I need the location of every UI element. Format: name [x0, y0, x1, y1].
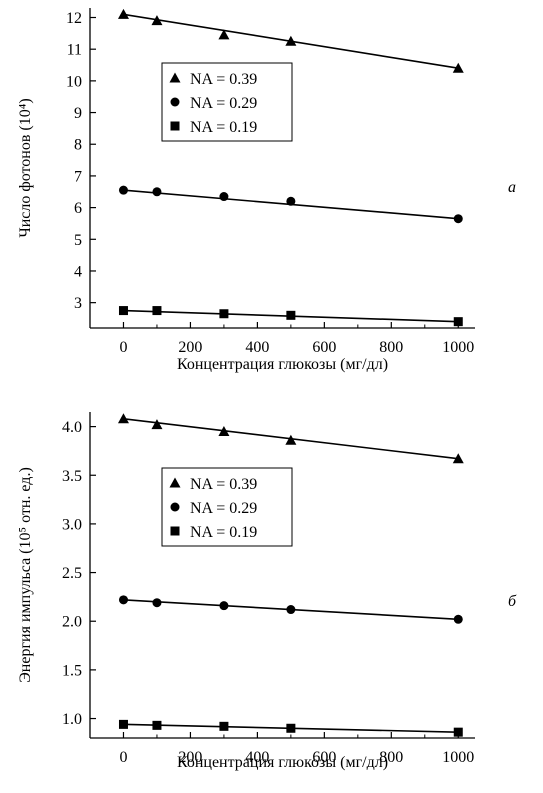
y-tick-label: 2.0: [62, 614, 82, 631]
data-point: [286, 310, 296, 320]
data-point: [118, 306, 128, 316]
data-point: [286, 605, 296, 615]
x-tick-label: 800: [379, 749, 403, 766]
x-tick-label: 200: [178, 339, 202, 356]
series-triangle: [117, 8, 464, 73]
y-tick-label: 1.5: [62, 662, 82, 679]
x-tick-label: 600: [312, 749, 336, 766]
data-point: [453, 614, 463, 624]
y-tick-label: 11: [67, 42, 82, 59]
y-tick-label: 3.0: [62, 516, 82, 533]
data-point: [117, 8, 129, 19]
legend-label: NA = 0.39: [190, 476, 257, 493]
series-triangle: [117, 413, 464, 464]
y-tick-label: 9: [74, 105, 82, 122]
legend: NA = 0.39 NA = 0.29 NA = 0.19: [161, 467, 293, 547]
series-square: [118, 719, 463, 737]
legend-marker: [170, 97, 180, 107]
data-point: [285, 35, 297, 46]
panel-b: 0 200 400 600 800 1000 1.0 1.5 2.0 2.5 3.0 3.5 4.0 Ко…: [17, 412, 517, 771]
legend-label: NA = 0.29: [190, 500, 257, 517]
x-tick-label: 400: [245, 749, 269, 766]
panel-label: б: [508, 593, 517, 610]
legend-marker: [170, 526, 180, 536]
x-tick-label: 0: [119, 339, 127, 356]
y-axis-label: Энергия импульса (10⁵ отн. ед.): [17, 467, 34, 683]
data-point: [219, 309, 229, 319]
data-point: [151, 15, 163, 26]
x-tick-label: 0: [119, 749, 127, 766]
data-point: [452, 453, 464, 464]
data-point: [118, 719, 128, 729]
y-tick-label: 6: [74, 200, 82, 217]
data-point: [218, 29, 230, 40]
data-point: [152, 720, 162, 730]
x-tick-label: 400: [245, 339, 269, 356]
x-tick-label: 800: [379, 339, 403, 356]
legend-marker: [170, 121, 180, 131]
data-point: [285, 434, 297, 445]
legend-marker: [170, 502, 180, 512]
data-point: [117, 413, 129, 424]
x-axis-label: Концентрация глюкозы (мг/дл): [177, 754, 388, 771]
y-tick-label: 1.0: [62, 711, 82, 728]
y-tick-label: 8: [74, 137, 82, 154]
data-point: [218, 425, 230, 436]
x-tick-label: 1000: [442, 749, 474, 766]
y-tick-label: 4.0: [62, 419, 82, 436]
y-tick-label: 2.5: [62, 565, 82, 582]
y-axis-label: Число фотонов (10⁴): [17, 98, 34, 237]
panel-label: а: [508, 179, 516, 196]
data-point: [219, 721, 229, 731]
series-square: [118, 306, 463, 327]
data-point: [152, 598, 162, 608]
panel-a: 0 200 400 600 800 1000 3 4 5 6 7 8 9 10 11 12 Концентрац…: [17, 8, 516, 373]
legend-marker: [169, 477, 181, 488]
data-point: [453, 317, 463, 327]
legend-label: NA = 0.39: [190, 71, 257, 88]
data-point: [452, 62, 464, 73]
data-point: [453, 727, 463, 737]
legend-box: [161, 62, 293, 142]
data-point: [118, 185, 128, 195]
data-point: [453, 214, 463, 224]
legend: NA = 0.39 NA = 0.29 NA = 0.19: [161, 62, 293, 142]
legend-label: NA = 0.29: [190, 95, 257, 112]
data-point: [286, 723, 296, 733]
x-axis-label: Концентрация глюкозы (мг/дл): [177, 356, 388, 373]
x-tick-label: 200: [178, 749, 202, 766]
y-tick-label: 3.5: [62, 468, 82, 485]
y-tick-label: 7: [74, 168, 82, 185]
legend-box: [161, 467, 293, 547]
data-point: [219, 192, 229, 202]
x-tick-label: 600: [312, 339, 336, 356]
y-tick-label: 10: [66, 73, 82, 90]
y-tick-label: 3: [74, 295, 82, 312]
series-circle: [118, 595, 463, 624]
data-point: [152, 187, 162, 197]
data-point: [151, 419, 163, 430]
data-point: [152, 306, 162, 316]
series-circle: [118, 185, 463, 224]
data-point: [118, 595, 128, 605]
y-tick-label: 4: [74, 263, 82, 280]
legend-label: NA = 0.19: [190, 119, 257, 136]
legend-label: NA = 0.19: [190, 524, 257, 541]
x-tick-label: 1000: [442, 339, 474, 356]
data-point: [219, 601, 229, 611]
legend-marker: [169, 72, 181, 83]
data-point: [286, 196, 296, 206]
y-tick-label: 12: [66, 10, 82, 27]
y-tick-label: 5: [74, 232, 82, 249]
